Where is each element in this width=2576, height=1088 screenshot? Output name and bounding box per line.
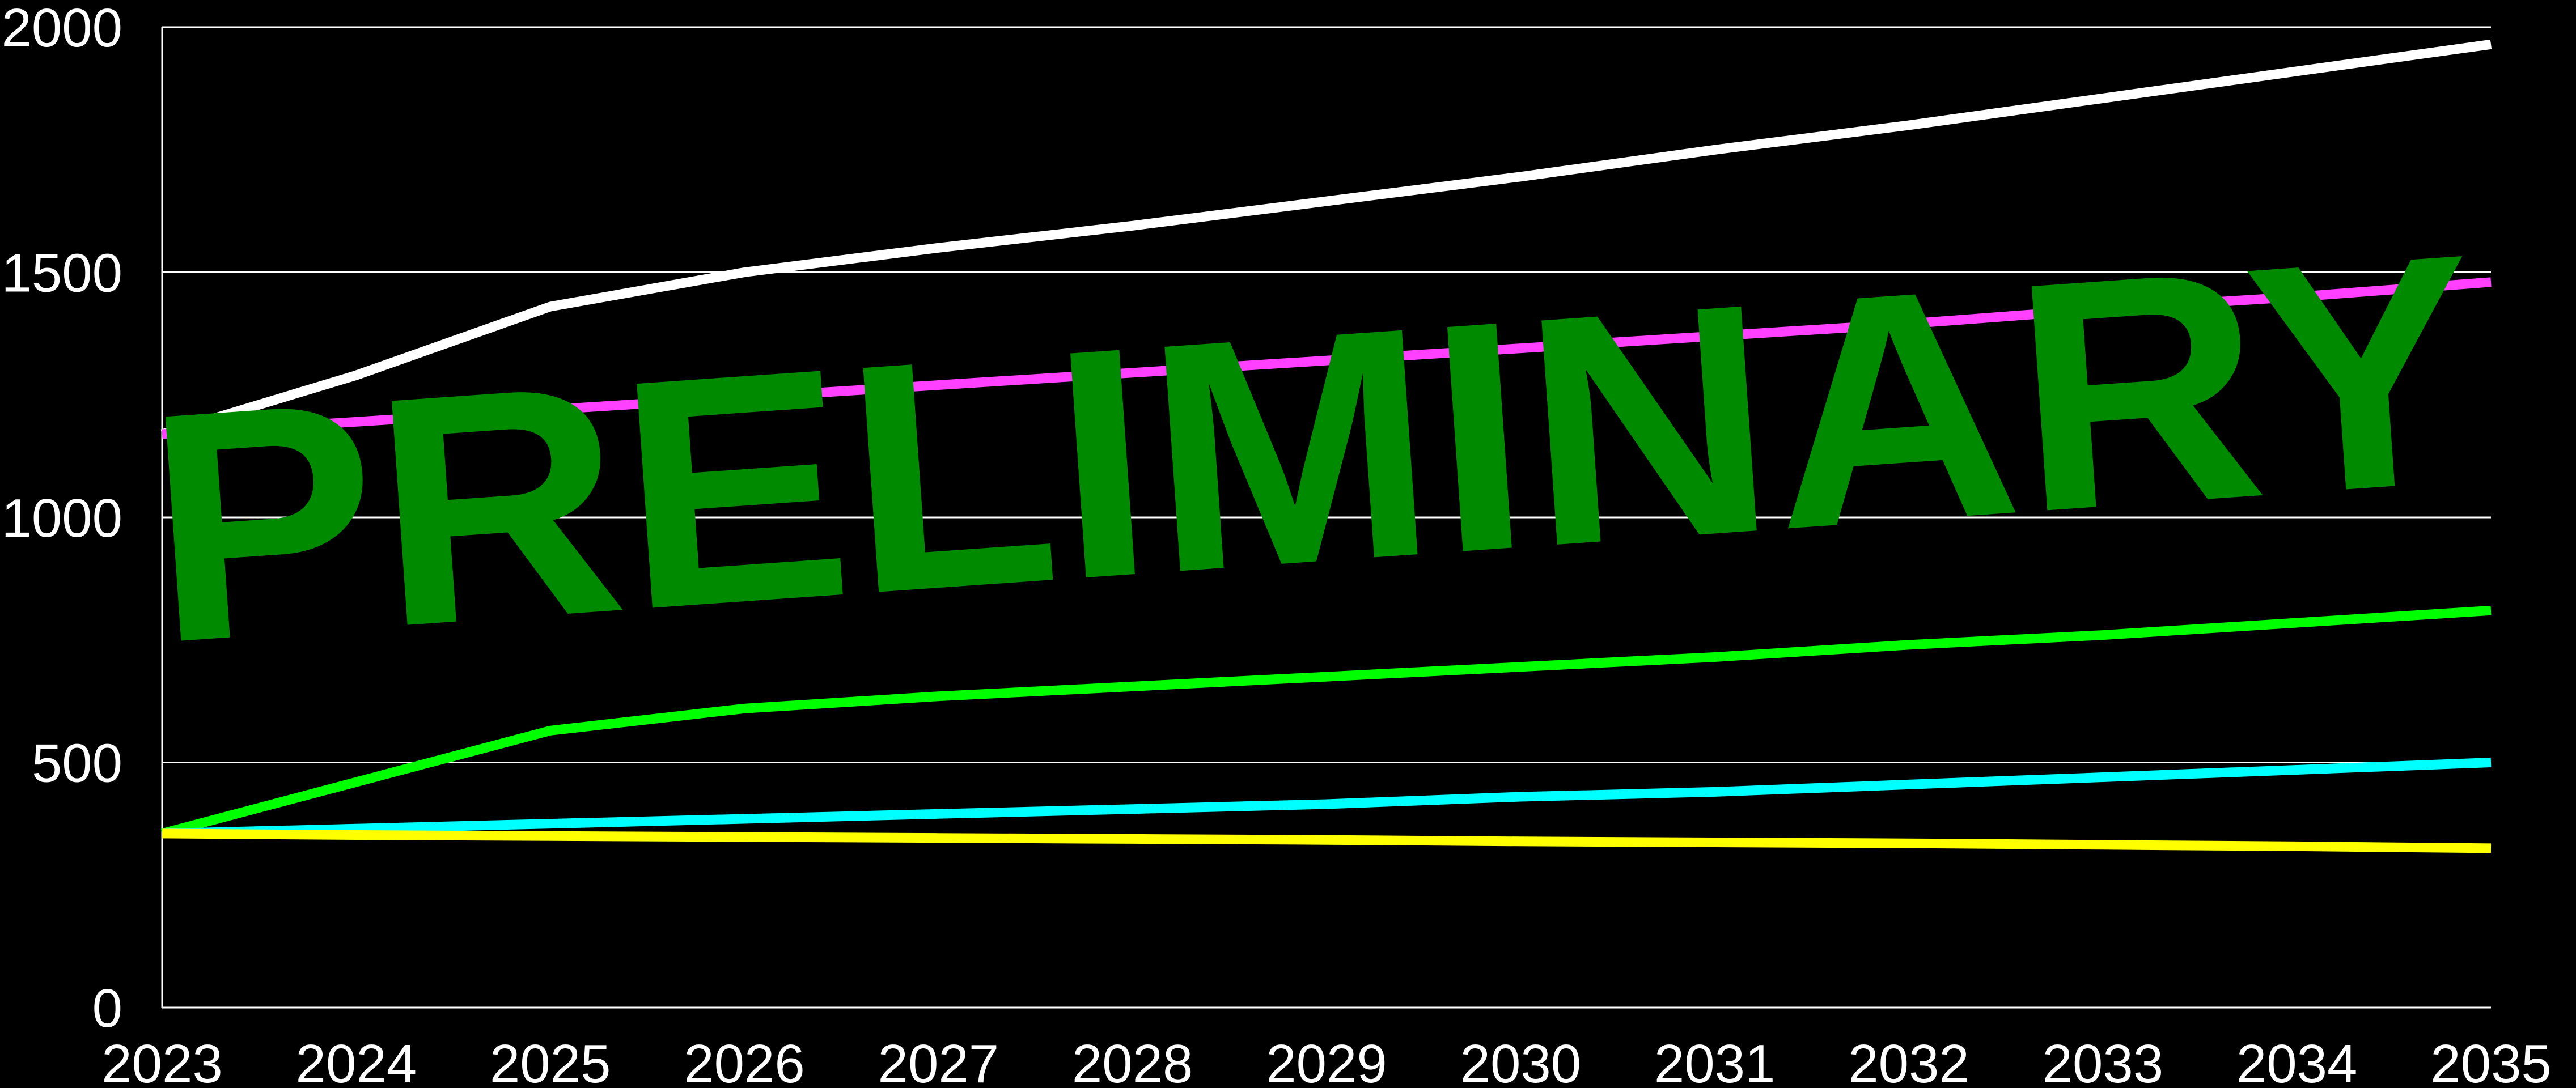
- x-tick-label-2034: 2034: [2236, 1034, 2358, 1088]
- x-tick-label-2024: 2024: [296, 1034, 417, 1088]
- x-tick-label-2031: 2031: [1654, 1034, 1776, 1088]
- x-tick-labels: 2023 2024 2025 2026 2027 2028 2029 2030 2031 2032…: [101, 1034, 2552, 1088]
- series-line-1: [160, 39, 2492, 439]
- y-tick-label-0: 0: [92, 978, 122, 1039]
- y-tick-labels: 0 500 1000 1500 2000: [1, 0, 122, 1039]
- x-tick-label-2035: 2035: [2430, 1034, 2552, 1088]
- series-line-3: [160, 605, 2492, 839]
- y-tick-label-500: 500: [32, 733, 122, 794]
- x-tick-label-2029: 2029: [1266, 1034, 1387, 1088]
- series-line-2: [162, 277, 2492, 439]
- y-tick-label-1000: 1000: [1, 488, 122, 549]
- series-lines: [160, 39, 2492, 853]
- y-tick-label-2000: 2000: [1, 0, 122, 58]
- x-tick-label-2023: 2023: [101, 1034, 223, 1088]
- x-tick-label-2033: 2033: [2043, 1034, 2164, 1088]
- x-tick-label-2027: 2027: [878, 1034, 999, 1088]
- gridlines: [162, 26, 2491, 763]
- x-tick-label-2032: 2032: [1848, 1034, 1969, 1088]
- axes: [161, 27, 2491, 1009]
- x-tick-label-2025: 2025: [490, 1034, 611, 1088]
- series-line-4: [162, 758, 2492, 839]
- series-line-5: [162, 828, 2492, 853]
- y-tick-label-1500: 1500: [1, 243, 122, 304]
- x-tick-label-2026: 2026: [684, 1034, 805, 1088]
- x-tick-label-2030: 2030: [1460, 1034, 1582, 1088]
- x-tick-label-2028: 2028: [1072, 1034, 1193, 1088]
